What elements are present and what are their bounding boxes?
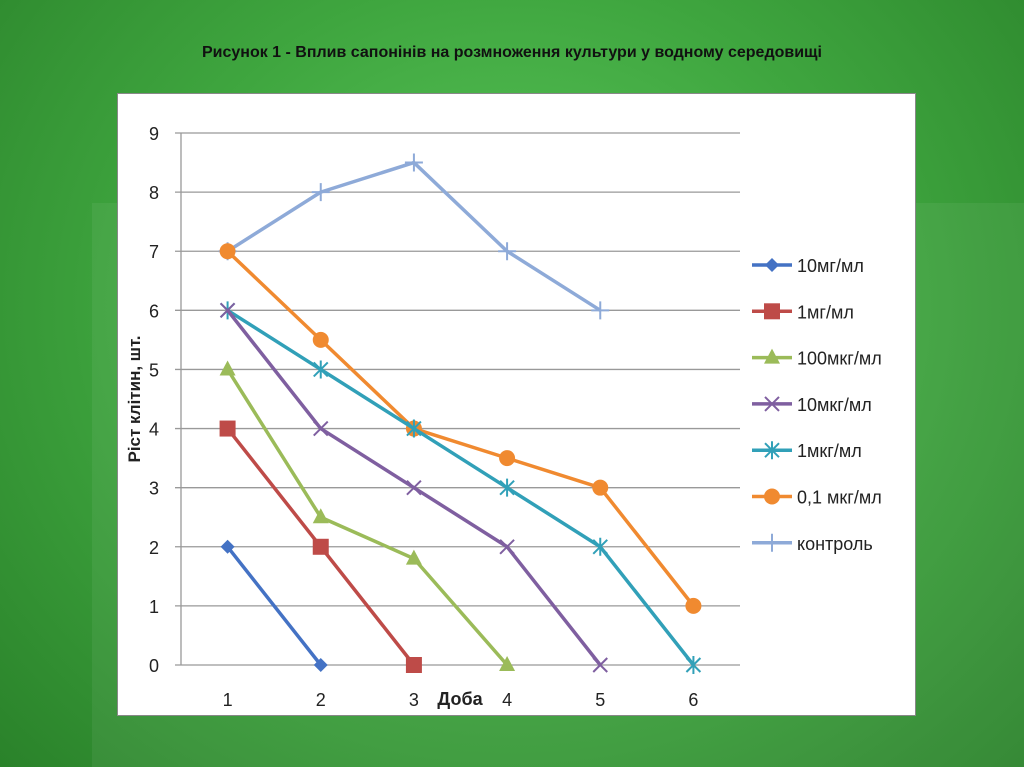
triangle-marker bbox=[764, 348, 780, 364]
star-marker bbox=[313, 360, 329, 379]
plus-marker bbox=[591, 301, 610, 320]
x-tick-label: 5 bbox=[595, 690, 605, 710]
square-marker bbox=[764, 303, 780, 320]
star-marker bbox=[406, 419, 422, 438]
y-tick-label: 7 bbox=[149, 242, 159, 262]
x-axis-label: Доба bbox=[437, 689, 483, 709]
x-tick-label: 4 bbox=[502, 690, 512, 710]
triangle-marker bbox=[499, 656, 516, 671]
y-tick-label: 8 bbox=[149, 183, 159, 203]
y-tick-label: 6 bbox=[149, 301, 159, 321]
triangle-marker bbox=[405, 549, 422, 565]
figure-title: Рисунок 1 - Вплив сапонінів на розмножен… bbox=[201, 44, 822, 61]
star-marker bbox=[685, 656, 702, 674]
y-axis-label: Ріст клітин, шт. bbox=[125, 335, 144, 462]
triangle-marker bbox=[312, 508, 329, 524]
square-marker bbox=[312, 538, 329, 555]
series-line-6 bbox=[226, 160, 602, 312]
x-marker bbox=[313, 420, 329, 437]
plus-marker bbox=[498, 242, 517, 261]
triangle-marker bbox=[219, 360, 236, 376]
y-tick-label: 9 bbox=[149, 124, 159, 144]
x-tick-label: 6 bbox=[688, 690, 698, 710]
star-marker bbox=[592, 537, 608, 556]
x-tick-label: 1 bbox=[223, 690, 233, 710]
y-tick-label: 2 bbox=[149, 538, 159, 558]
series-line-5 bbox=[226, 249, 695, 607]
circle-marker bbox=[219, 243, 236, 260]
plus-marker bbox=[763, 533, 781, 552]
star-marker bbox=[499, 478, 515, 497]
y-tick-label: 0 bbox=[149, 656, 159, 676]
y-tick-label: 3 bbox=[149, 479, 159, 499]
diamond-marker bbox=[313, 658, 328, 672]
legend-label: 1мкг/мл bbox=[797, 441, 862, 461]
circle-marker bbox=[592, 479, 609, 496]
x-marker bbox=[406, 479, 422, 496]
x-marker bbox=[764, 396, 780, 412]
legend-label: 10мкг/мл bbox=[797, 395, 872, 415]
y-tick-label: 5 bbox=[149, 360, 159, 380]
diamond-marker bbox=[765, 258, 779, 272]
x-marker bbox=[499, 539, 515, 555]
plus-marker bbox=[404, 153, 423, 172]
plus-marker bbox=[311, 183, 330, 202]
legend-label: 10мг/мл bbox=[797, 256, 864, 276]
circle-marker bbox=[312, 331, 329, 348]
circle-marker bbox=[499, 450, 516, 467]
y-tick-label: 1 bbox=[149, 597, 159, 617]
x-marker bbox=[592, 657, 608, 673]
square-marker bbox=[219, 420, 236, 437]
x-tick-label: 3 bbox=[409, 690, 419, 710]
star-marker bbox=[764, 441, 780, 460]
series-line-0 bbox=[226, 545, 323, 667]
diamond-marker bbox=[220, 539, 235, 554]
series-line-4 bbox=[226, 308, 695, 667]
legend-label: 100мкг/мл bbox=[797, 349, 882, 369]
circle-marker bbox=[685, 597, 702, 614]
x-tick-label: 2 bbox=[316, 690, 326, 710]
circle-marker bbox=[764, 488, 780, 505]
series-line-2 bbox=[226, 368, 509, 667]
square-marker bbox=[405, 657, 422, 673]
legend-label: 1мг/мл bbox=[797, 302, 854, 322]
legend-label: 0,1 мкг/мл bbox=[797, 488, 882, 508]
y-tick-label: 4 bbox=[149, 420, 159, 440]
legend-label: контроль bbox=[797, 534, 873, 554]
x-marker bbox=[219, 302, 236, 319]
